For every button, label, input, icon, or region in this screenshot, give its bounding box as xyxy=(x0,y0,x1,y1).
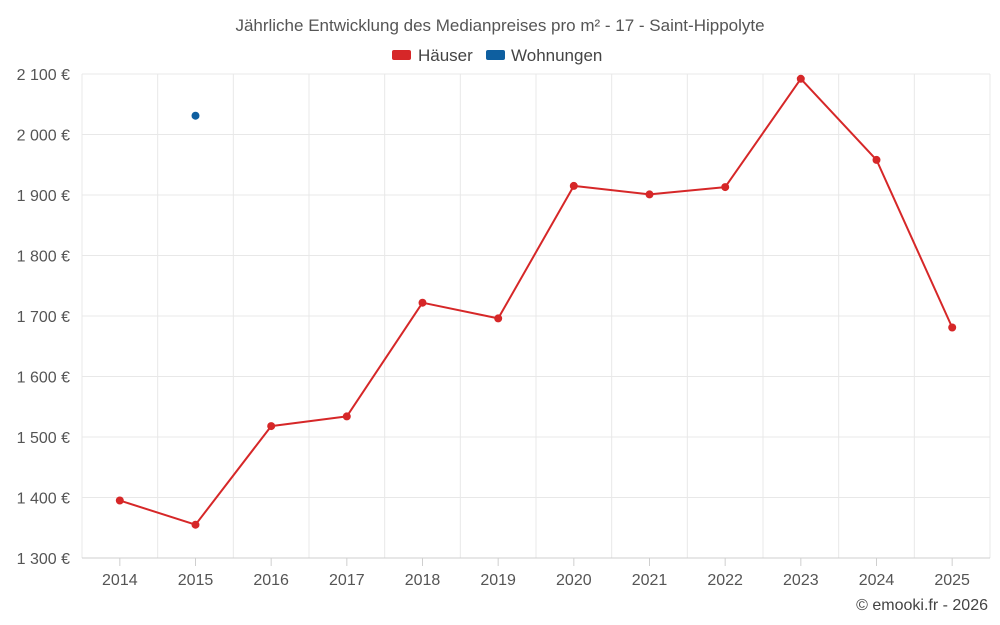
data-point-haeuser-2017[interactable] xyxy=(342,412,351,421)
y-tick-label: 1 300 € xyxy=(17,551,70,568)
data-point-haeuser-2024[interactable] xyxy=(872,155,881,164)
credit-text: © emooki.fr - 2026 xyxy=(856,597,988,614)
legend-item-haeuser[interactable]: Häuser xyxy=(392,46,473,65)
legend-swatch-haeuser xyxy=(392,50,411,60)
series-line-haeuser xyxy=(119,77,954,526)
grid xyxy=(81,73,991,558)
x-tick-label: 2022 xyxy=(707,572,743,589)
y-tick-label: 2 100 € xyxy=(17,67,70,84)
data-point-haeuser-2019[interactable] xyxy=(494,314,503,323)
legend-label-haeuser: Häuser xyxy=(418,46,473,65)
data-point-haeuser-2025[interactable] xyxy=(948,323,957,332)
legend: Häuser Wohnungen xyxy=(392,46,602,65)
data-point-haeuser-2014[interactable] xyxy=(115,496,124,505)
y-tick-label: 1 900 € xyxy=(17,188,70,205)
data-point-wohnungen-2015[interactable] xyxy=(191,111,200,120)
x-tick-label: 2021 xyxy=(632,572,668,589)
y-tick-label: 1 400 € xyxy=(17,491,70,508)
legend-label-wohnungen: Wohnungen xyxy=(511,46,602,65)
data-point-haeuser-2020[interactable] xyxy=(569,181,578,190)
data-point-haeuser-2015[interactable] xyxy=(191,520,200,529)
series xyxy=(115,74,957,529)
x-tick-label: 2017 xyxy=(329,572,365,589)
y-tick-label: 1 600 € xyxy=(17,370,70,387)
data-point-haeuser-2021[interactable] xyxy=(645,190,654,199)
x-tick-label: 2019 xyxy=(480,572,516,589)
x-tick-label: 2018 xyxy=(405,572,441,589)
data-point-haeuser-2022[interactable] xyxy=(721,183,730,192)
x-tick-label: 2015 xyxy=(178,572,214,589)
x-tick-label: 2020 xyxy=(556,572,592,589)
y-tick-label: 1 500 € xyxy=(17,430,70,447)
legend-item-wohnungen[interactable]: Wohnungen xyxy=(486,46,602,65)
data-point-haeuser-2016[interactable] xyxy=(267,422,276,431)
y-tick-label: 2 000 € xyxy=(17,128,70,145)
chart-title: Jährliche Entwicklung des Medianpreises … xyxy=(235,16,764,35)
y-tick-label: 1 800 € xyxy=(17,249,70,266)
axes: 2 100 € 2 000 € 1 900 € 1 800 € 1 700 € 1 600… xyxy=(17,67,990,589)
data-point-haeuser-2018[interactable] xyxy=(418,298,427,307)
x-tick-label: 2016 xyxy=(253,572,289,589)
y-tick-label: 1 700 € xyxy=(17,309,70,326)
x-tick-label: 2024 xyxy=(859,572,895,589)
x-tick-label: 2014 xyxy=(102,572,138,589)
x-tick-label: 2025 xyxy=(934,572,970,589)
legend-swatch-wohnungen xyxy=(486,50,505,60)
data-point-haeuser-2023[interactable] xyxy=(796,74,805,83)
x-tick-label: 2023 xyxy=(783,572,819,589)
